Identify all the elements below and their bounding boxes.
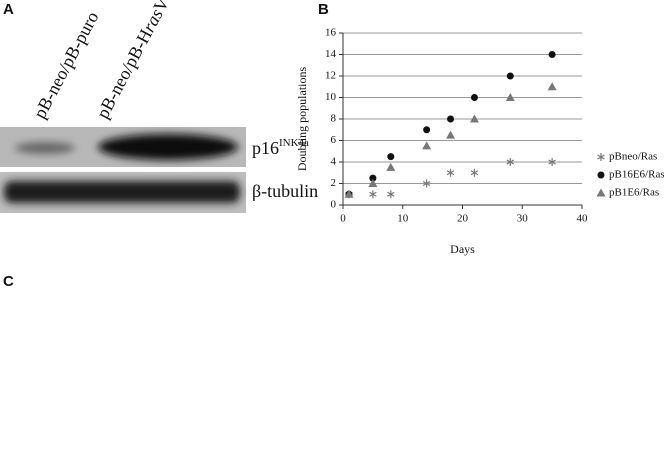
point <box>469 114 479 123</box>
y-tick-label: 0 <box>331 199 337 211</box>
point <box>547 82 557 91</box>
band <box>98 134 238 160</box>
band <box>15 142 75 154</box>
point <box>548 158 556 166</box>
chart: 0 2 4 6 8 10 12 14 16 0 10 20 30 40 Days Doubling popul… <box>295 27 664 256</box>
text-part: p16 <box>252 138 279 158</box>
band-label: p16INK4a <box>252 137 309 159</box>
point <box>369 174 377 182</box>
point <box>506 72 514 80</box>
x-tick-label: 10 <box>397 213 409 225</box>
point <box>368 179 378 187</box>
y-tick-label: 4 <box>331 156 337 168</box>
legend-marker <box>597 153 605 161</box>
legend-label: pBneo/Ras <box>609 151 657 163</box>
panel-label: C <box>3 273 14 290</box>
panel-label: A <box>3 1 14 18</box>
band-label: β-tubulin <box>252 181 318 201</box>
legend-label: pB1E6/Ras <box>609 187 659 199</box>
y-tick-label: 2 <box>331 177 337 189</box>
text-part: β-tubulin <box>252 181 318 201</box>
point <box>387 190 395 199</box>
point <box>506 158 515 166</box>
point <box>447 115 455 123</box>
text-part: INK4a <box>279 137 309 149</box>
text-part: pB-neo/pB-H <box>93 26 157 122</box>
point <box>548 51 556 58</box>
point <box>369 190 377 199</box>
point <box>446 168 455 177</box>
band <box>4 181 240 203</box>
y-tick-label: 16 <box>325 27 337 39</box>
y-tick-label: 8 <box>331 113 337 125</box>
point <box>344 189 354 198</box>
point <box>422 141 432 150</box>
lane-label: pB-neo/pB-puro <box>30 8 103 122</box>
point <box>422 179 431 188</box>
point <box>505 93 515 101</box>
x-axis-label: Days <box>450 242 475 256</box>
legend-label: pB16E6/Ras <box>609 169 664 181</box>
y-tick-label: 14 <box>325 48 337 60</box>
western-blot <box>0 127 246 213</box>
point <box>470 168 479 177</box>
x-tick-label: 20 <box>457 213 469 225</box>
y-tick-label: 12 <box>325 70 336 82</box>
point <box>387 153 395 161</box>
point <box>470 94 478 101</box>
y-tick-label: 10 <box>325 91 337 103</box>
point <box>446 130 456 139</box>
x-tick-label: 40 <box>577 213 589 225</box>
lane-label: pB-neo/pB-HrasV12 <box>93 0 182 122</box>
y-tick-label: 6 <box>331 134 337 146</box>
y-axis-label: Doubling populations <box>295 67 309 172</box>
point <box>386 162 396 171</box>
text-part: pB-neo/pB-puro <box>30 8 103 122</box>
x-tick-label: 0 <box>340 213 346 225</box>
legend-marker <box>596 188 606 197</box>
x-tick-label: 30 <box>517 213 529 225</box>
legend-marker <box>597 171 605 179</box>
point <box>423 126 431 134</box>
panel-label: B <box>318 1 329 18</box>
